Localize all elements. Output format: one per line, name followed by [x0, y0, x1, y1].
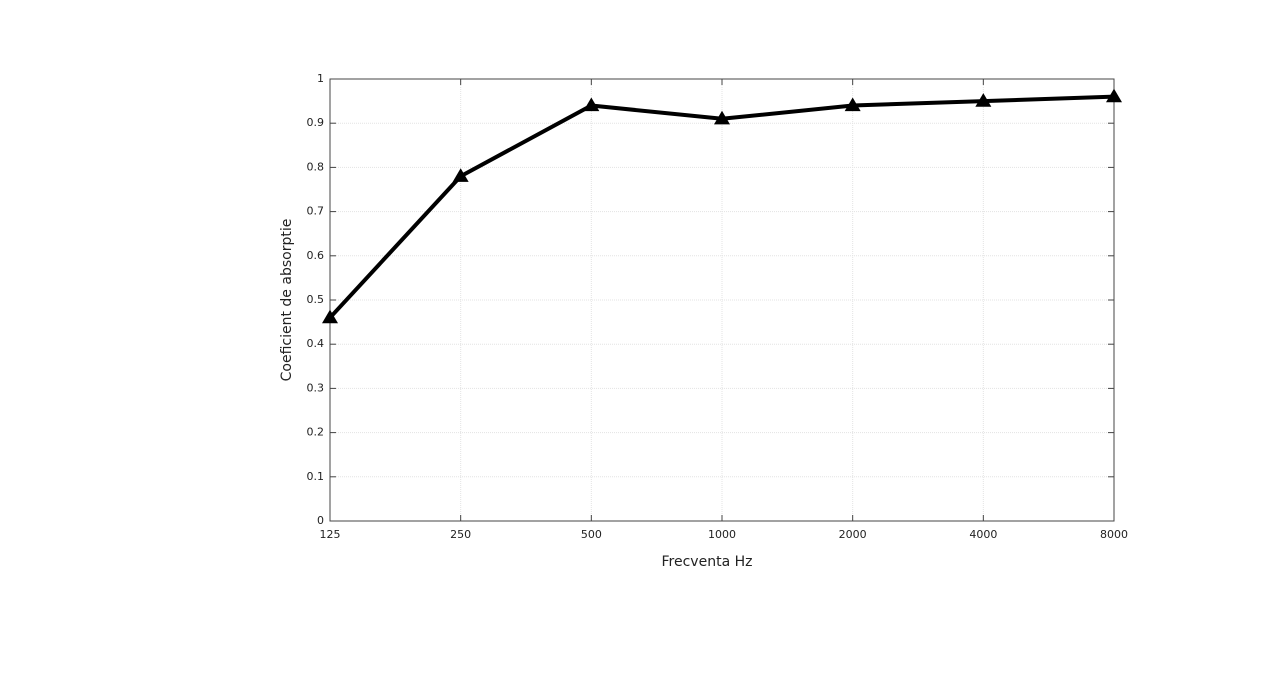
y-tick-label: 0.7: [307, 205, 325, 218]
y-tick-label: 0.5: [307, 293, 325, 306]
marker: [844, 97, 861, 112]
marker: [1106, 88, 1122, 103]
y-tick-label: 0.2: [307, 426, 325, 439]
y-tick-label: 0.9: [307, 116, 325, 129]
x-tick-label: 2000: [839, 528, 867, 541]
y-tick-label: 0.6: [307, 249, 325, 262]
y-tick-label: 1: [317, 72, 324, 85]
x-tick-label: 125: [320, 528, 341, 541]
marker: [322, 309, 338, 324]
y-axis-label: Coeficient de absorptie: [279, 219, 295, 382]
y-tick-label: 0.3: [307, 381, 325, 394]
y-tick-label: 0.8: [307, 160, 325, 173]
x-tick-label: 250: [450, 528, 471, 541]
plot-frame: [329, 78, 1115, 522]
x-tick-label: 8000: [1100, 528, 1128, 541]
x-tick-label: 4000: [969, 528, 997, 541]
x-axis-label: Frecventa Hz: [662, 554, 753, 570]
x-tick-label: 500: [581, 528, 602, 541]
x-tick-label: 1000: [708, 528, 736, 541]
marker: [452, 168, 469, 182]
y-tick-label: 0: [317, 514, 324, 527]
marker: [714, 110, 730, 125]
marker: [975, 93, 992, 107]
y-tick-label: 0.1: [307, 470, 325, 483]
marker: [583, 97, 600, 112]
y-tick-label: 0.4: [307, 337, 325, 350]
